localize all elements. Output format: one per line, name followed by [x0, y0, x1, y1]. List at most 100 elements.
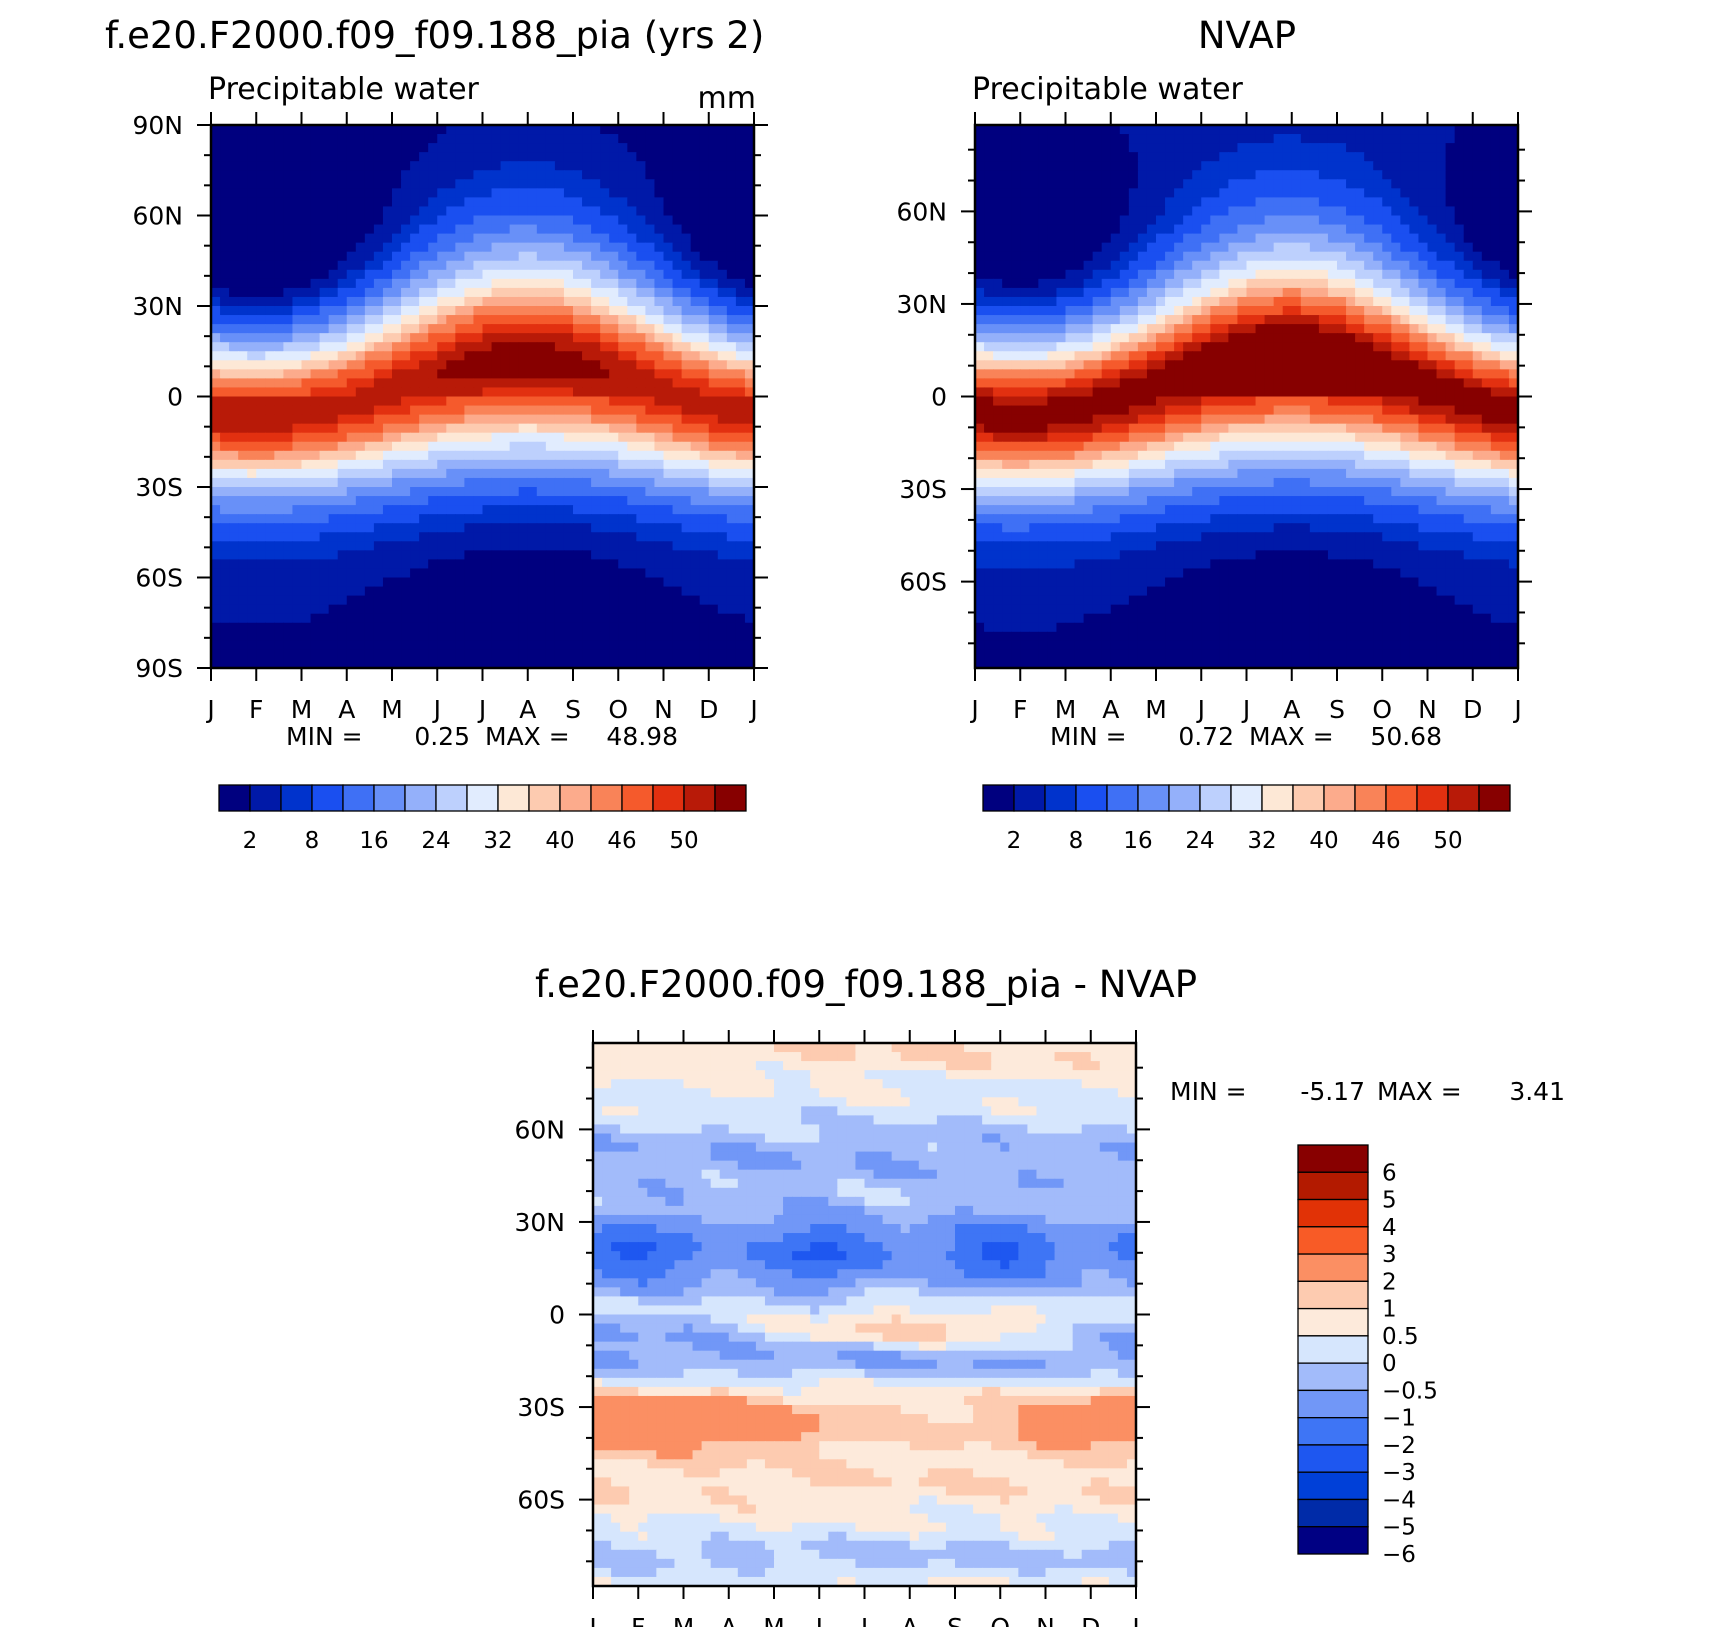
field-cell — [1508, 134, 1519, 144]
field-cell — [247, 170, 257, 180]
field-cell — [1391, 224, 1401, 235]
field-cell — [319, 179, 330, 189]
field-cell — [238, 306, 248, 316]
field-cell — [1400, 179, 1410, 189]
field-cell — [1074, 179, 1085, 189]
field-cell — [1029, 260, 1039, 271]
field-cell — [1056, 197, 1067, 208]
field-cell — [1418, 206, 1429, 217]
field-cell — [708, 387, 719, 398]
field-cell — [1002, 179, 1012, 189]
field-cell — [1146, 170, 1157, 180]
field-cell — [1165, 251, 1175, 262]
field-cell — [437, 315, 447, 325]
field-cell — [455, 640, 465, 651]
field-cell — [247, 568, 257, 579]
field-cell — [1083, 143, 1094, 153]
field-cell — [1490, 215, 1501, 226]
field-cell — [256, 658, 266, 669]
field-cell — [636, 441, 646, 452]
field-cell — [518, 550, 529, 560]
field-cell — [545, 188, 556, 198]
field-cell — [211, 450, 221, 461]
field-cell — [1427, 233, 1438, 244]
field-cell — [536, 306, 547, 316]
field-cell — [645, 260, 656, 271]
field-cell — [573, 287, 583, 298]
field-cell — [582, 541, 592, 551]
field-cell — [1038, 278, 1048, 289]
field-cell — [600, 550, 610, 560]
field-cell — [618, 369, 628, 379]
field-cell — [509, 125, 520, 135]
field-cell — [373, 179, 384, 189]
field-cell — [274, 640, 284, 651]
field-cell — [600, 604, 610, 615]
field-cell — [220, 324, 230, 334]
field-cell — [256, 333, 266, 343]
field-cell — [1436, 251, 1447, 262]
field-cell — [401, 306, 411, 316]
field-cell — [726, 197, 737, 208]
field-cell — [437, 170, 447, 180]
field-cell — [482, 251, 493, 262]
field-cell — [681, 450, 692, 461]
field-cell — [220, 414, 230, 425]
field-cell — [1282, 296, 1293, 307]
field-cell — [437, 496, 447, 506]
field-cell — [455, 287, 465, 298]
field-cell — [536, 550, 547, 560]
field-cell — [573, 188, 583, 198]
field-cell — [1327, 278, 1338, 289]
field-cell — [437, 179, 447, 189]
field-cell — [500, 441, 511, 452]
field-cell — [1373, 224, 1383, 235]
field-cell — [654, 315, 665, 325]
field-cell — [265, 315, 275, 325]
field-cell — [1219, 224, 1229, 235]
field-cell — [1454, 242, 1465, 253]
field-cell — [482, 378, 493, 389]
field-cell — [1137, 215, 1148, 226]
field-cell — [455, 496, 465, 506]
field-cell — [265, 432, 275, 443]
field-cell — [1002, 170, 1012, 180]
field-cell — [744, 640, 755, 651]
field-cell — [319, 477, 330, 488]
field-cell — [726, 296, 737, 307]
field-cell — [993, 152, 1003, 162]
field-cell — [591, 333, 601, 343]
field-cell — [1282, 134, 1293, 144]
field-cell — [591, 541, 601, 551]
field-cell — [1119, 152, 1130, 162]
field-cell — [1002, 134, 1012, 144]
field-cell — [663, 351, 674, 361]
field-cell — [654, 197, 665, 208]
field-cell — [419, 369, 429, 379]
field-cell — [346, 477, 357, 488]
field-cell — [364, 613, 375, 624]
field-cell — [328, 152, 339, 162]
field-cell — [717, 631, 728, 642]
field-cell — [1309, 224, 1320, 235]
field-cell — [690, 152, 701, 162]
field-cell — [491, 613, 502, 624]
field-cell — [455, 251, 465, 262]
field-cell — [364, 468, 375, 479]
field-cell — [1002, 161, 1012, 171]
field-cell — [627, 459, 637, 470]
field-cell — [401, 568, 411, 579]
field-cell — [672, 251, 683, 262]
field-cell — [265, 414, 275, 425]
field-cell — [238, 278, 248, 289]
field-cell — [654, 134, 665, 144]
field-cell — [1490, 233, 1501, 244]
field-cell — [1499, 161, 1510, 171]
field-cell — [1011, 215, 1021, 226]
field-cell — [491, 306, 502, 316]
field-cell — [518, 360, 529, 370]
field-cell — [292, 505, 303, 515]
field-cell — [220, 622, 230, 633]
field-cell — [1210, 287, 1220, 298]
field-cell — [591, 468, 601, 479]
